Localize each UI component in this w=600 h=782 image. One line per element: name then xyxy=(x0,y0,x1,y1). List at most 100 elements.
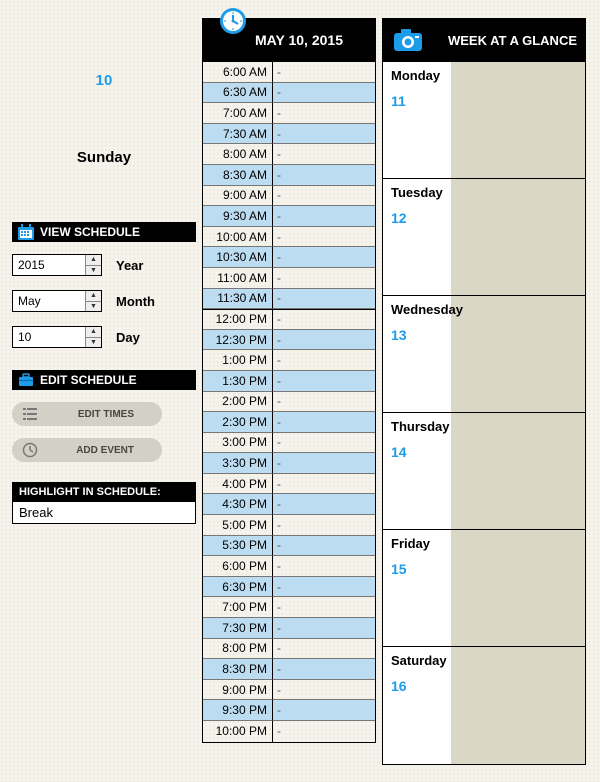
time-row[interactable]: 3:30 PM- xyxy=(203,453,375,474)
time-row[interactable]: 6:30 PM- xyxy=(203,577,375,598)
add-event-button[interactable]: ADD EVENT xyxy=(12,438,162,462)
time-row[interactable]: 10:00 AM- xyxy=(203,227,375,248)
time-row[interactable]: 9:30 PM- xyxy=(203,700,375,721)
week-day[interactable]: Saturday16 xyxy=(383,647,585,764)
time-slot[interactable]: - xyxy=(273,515,375,536)
time-label: 10:30 AM xyxy=(203,247,273,268)
time-slot[interactable]: - xyxy=(273,412,375,433)
time-label: 11:30 AM xyxy=(203,289,273,310)
day-input[interactable]: 10 ▲▼ xyxy=(12,326,102,348)
time-slot[interactable]: - xyxy=(273,186,375,207)
time-slot[interactable]: - xyxy=(273,494,375,515)
time-row[interactable]: 3:00 PM- xyxy=(203,433,375,454)
time-slot[interactable]: - xyxy=(273,268,375,289)
time-label: 8:30 AM xyxy=(203,165,273,186)
time-row[interactable]: 10:00 PM- xyxy=(203,721,375,742)
time-row[interactable]: 9:00 PM- xyxy=(203,680,375,701)
time-row[interactable]: 8:30 PM- xyxy=(203,659,375,680)
time-row[interactable]: 8:00 PM- xyxy=(203,639,375,660)
time-label: 10:00 AM xyxy=(203,227,273,248)
time-slot[interactable]: - xyxy=(273,700,375,721)
time-row[interactable]: 9:00 AM- xyxy=(203,186,375,207)
time-slot[interactable]: - xyxy=(273,124,375,145)
time-row[interactable]: 7:00 PM- xyxy=(203,597,375,618)
time-row[interactable]: 7:30 AM- xyxy=(203,124,375,145)
time-slot[interactable]: - xyxy=(273,680,375,701)
time-slot[interactable]: - xyxy=(273,62,375,83)
time-label: 7:00 PM xyxy=(203,597,273,618)
time-slot[interactable]: - xyxy=(273,556,375,577)
time-slot[interactable]: - xyxy=(273,577,375,598)
time-row[interactable]: 8:30 AM- xyxy=(203,165,375,186)
time-row[interactable]: 2:00 PM- xyxy=(203,392,375,413)
week-header: WEEK AT A GLANCE xyxy=(382,18,586,62)
time-slot[interactable]: - xyxy=(273,309,375,330)
time-label: 1:00 PM xyxy=(203,350,273,371)
time-slot[interactable]: - xyxy=(273,453,375,474)
time-row[interactable]: 5:30 PM- xyxy=(203,536,375,557)
week-day[interactable]: Thursday14 xyxy=(383,413,585,530)
week-day-name: Saturday xyxy=(391,653,577,668)
time-slot[interactable]: - xyxy=(273,433,375,454)
year-input[interactable]: 2015 ▲▼ xyxy=(12,254,102,276)
current-day-number: 10 xyxy=(12,18,196,89)
time-slot[interactable]: - xyxy=(273,289,375,310)
time-row[interactable]: 7:00 AM- xyxy=(203,103,375,124)
time-row[interactable]: 6:00 AM- xyxy=(203,62,375,83)
time-slot[interactable]: - xyxy=(273,350,375,371)
time-slot[interactable]: - xyxy=(273,144,375,165)
time-slot[interactable]: - xyxy=(273,330,375,351)
time-slot[interactable]: - xyxy=(273,536,375,557)
day-spinner[interactable]: ▲▼ xyxy=(85,327,101,347)
time-row[interactable]: 12:00 PM- xyxy=(203,309,375,330)
time-slot[interactable]: - xyxy=(273,247,375,268)
time-label: 11:00 AM xyxy=(203,268,273,289)
time-slot[interactable]: - xyxy=(273,597,375,618)
time-label: 2:00 PM xyxy=(203,392,273,413)
time-slot[interactable]: - xyxy=(273,371,375,392)
time-slot[interactable]: - xyxy=(273,659,375,680)
month-spinner[interactable]: ▲▼ xyxy=(85,291,101,311)
week-day[interactable]: Wednesday13 xyxy=(383,296,585,413)
week-day-number: 13 xyxy=(391,327,577,343)
time-slot[interactable]: - xyxy=(273,206,375,227)
time-row[interactable]: 1:00 PM- xyxy=(203,350,375,371)
time-slot[interactable]: - xyxy=(273,618,375,639)
view-schedule-title: VIEW SCHEDULE xyxy=(40,225,140,239)
time-row[interactable]: 1:30 PM- xyxy=(203,371,375,392)
time-slot[interactable]: - xyxy=(273,474,375,495)
list-icon xyxy=(22,406,38,422)
time-slot[interactable]: - xyxy=(273,639,375,660)
time-slot[interactable]: - xyxy=(273,103,375,124)
week-day[interactable]: Monday11 xyxy=(383,62,585,179)
time-row[interactable]: 11:30 AM- xyxy=(203,289,375,310)
time-row[interactable]: 5:00 PM- xyxy=(203,515,375,536)
time-row[interactable]: 10:30 AM- xyxy=(203,247,375,268)
time-row[interactable]: 6:00 PM- xyxy=(203,556,375,577)
week-day[interactable]: Tuesday12 xyxy=(383,179,585,296)
time-row[interactable]: 4:30 PM- xyxy=(203,494,375,515)
time-row[interactable]: 6:30 AM- xyxy=(203,83,375,104)
current-day-name: Sunday xyxy=(12,89,196,222)
time-row[interactable]: 9:30 AM- xyxy=(203,206,375,227)
edit-times-button[interactable]: EDIT TIMES xyxy=(12,402,162,426)
time-label: 9:30 AM xyxy=(203,206,273,227)
time-row[interactable]: 12:30 PM- xyxy=(203,330,375,351)
time-row[interactable]: 11:00 AM- xyxy=(203,268,375,289)
month-input[interactable]: May ▲▼ xyxy=(12,290,102,312)
time-slot[interactable]: - xyxy=(273,227,375,248)
week-day-name: Friday xyxy=(391,536,577,551)
time-row[interactable]: 8:00 AM- xyxy=(203,144,375,165)
time-row[interactable]: 4:00 PM- xyxy=(203,474,375,495)
time-slot[interactable]: - xyxy=(273,83,375,104)
time-row[interactable]: 2:30 PM- xyxy=(203,412,375,433)
time-slot[interactable]: - xyxy=(273,165,375,186)
day-schedule-panel: MAY 10, 2015 6:00 AM-6:30 AM-7:00 AM-7:3… xyxy=(202,18,376,765)
week-day[interactable]: Friday15 xyxy=(383,530,585,647)
time-slot[interactable]: - xyxy=(273,721,375,742)
year-spinner[interactable]: ▲▼ xyxy=(85,255,101,275)
highlight-value[interactable]: Break xyxy=(12,502,196,524)
time-row[interactable]: 7:30 PM- xyxy=(203,618,375,639)
time-slot[interactable]: - xyxy=(273,392,375,413)
highlight-header: HIGHLIGHT IN SCHEDULE: xyxy=(12,482,196,502)
